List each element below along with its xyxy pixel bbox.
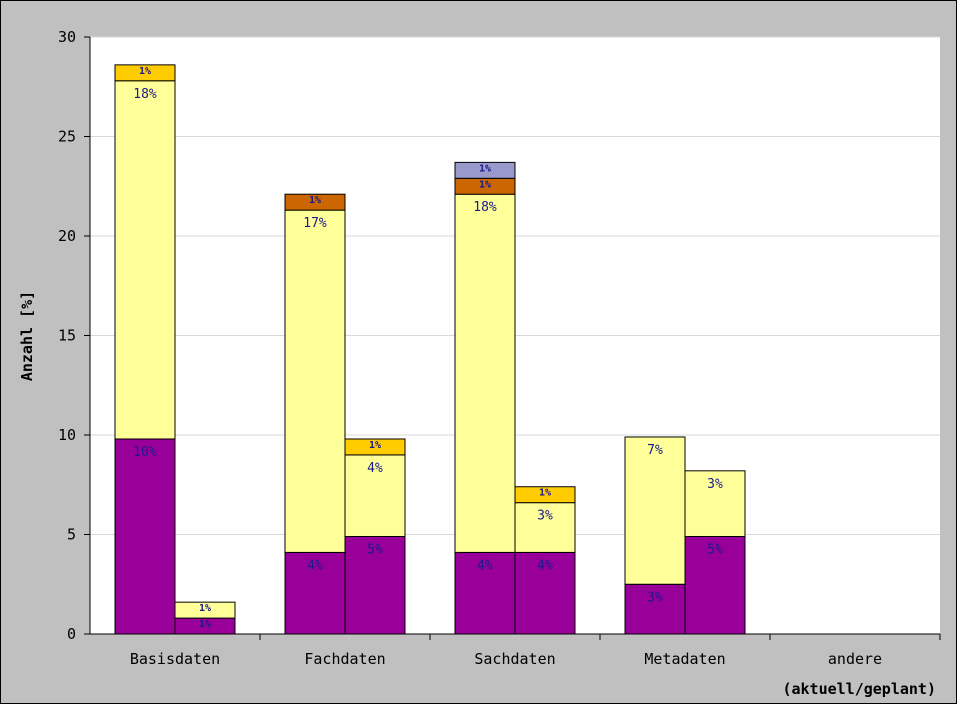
x-tick-label: Basisdaten: [130, 650, 220, 668]
bar-segment: [284, 209, 346, 553]
data-label: 1%: [479, 179, 491, 190]
data-label: 5%: [367, 542, 383, 557]
bar-segment: [624, 436, 686, 585]
bar-segment: [514, 486, 576, 504]
data-label: 1%: [369, 440, 381, 451]
x-tick-label: Metadaten: [644, 650, 725, 668]
y-tick-label: 25: [58, 128, 76, 146]
y-axis: 0 5 10 15 20 25 30: [58, 28, 91, 643]
data-label: 3%: [647, 590, 663, 605]
data-label: 4%: [307, 558, 323, 573]
data-label: 18%: [133, 87, 157, 102]
bar-segment: [114, 80, 176, 440]
x-tick-label: Fachdaten: [304, 650, 385, 668]
bar-segment: [514, 502, 576, 553]
data-label: 18%: [473, 200, 497, 215]
data-label: 5%: [707, 542, 723, 557]
y-tick-label: 10: [58, 426, 76, 444]
data-label: 3%: [537, 509, 553, 524]
data-label: 4%: [367, 461, 383, 476]
x-tick-label: andere: [828, 650, 882, 668]
y-tick-label: 0: [67, 625, 76, 643]
bar-segment: [114, 438, 176, 635]
data-label: 4%: [537, 558, 553, 573]
bar-segment: [684, 470, 746, 537]
data-label: 1%: [139, 66, 151, 77]
data-label: 1%: [309, 195, 321, 206]
bars: 10% 18% 1% 1% 1% 4% 17% 1% 5% 4% 1% 4% 18% 1% 1% 4% 3% 1%…: [114, 64, 746, 635]
bar-segment: [624, 583, 686, 635]
bar-segment: [454, 551, 516, 635]
data-label: 1%: [479, 163, 491, 174]
data-label: 1%: [199, 619, 211, 630]
data-label: 1%: [199, 603, 211, 614]
bar-segment: [454, 193, 516, 553]
data-label: 10%: [133, 445, 157, 460]
x-axis: Basisdaten Fachdaten Sachdaten Metadaten and…: [90, 633, 941, 668]
bar-segment: [454, 161, 516, 179]
y-tick-label: 20: [58, 227, 76, 245]
data-label: 1%: [539, 488, 551, 499]
data-label: 7%: [647, 443, 663, 458]
bar-segment: [114, 64, 176, 82]
data-label: 3%: [707, 477, 723, 492]
y-tick-label: 30: [58, 28, 76, 46]
bar-segment: [174, 601, 236, 619]
bar-segment: [284, 193, 346, 211]
y-axis-title: Anzahl [%]: [18, 291, 36, 381]
bar-segment: [344, 438, 406, 456]
data-label: 4%: [477, 558, 493, 573]
data-label: 17%: [303, 216, 327, 231]
x-tick-label: Sachdaten: [474, 650, 555, 668]
bar-segment: [284, 551, 346, 635]
y-tick-label: 15: [58, 327, 76, 345]
x-axis-title: (aktuell/geplant): [782, 680, 936, 698]
y-tick-label: 5: [67, 526, 76, 544]
